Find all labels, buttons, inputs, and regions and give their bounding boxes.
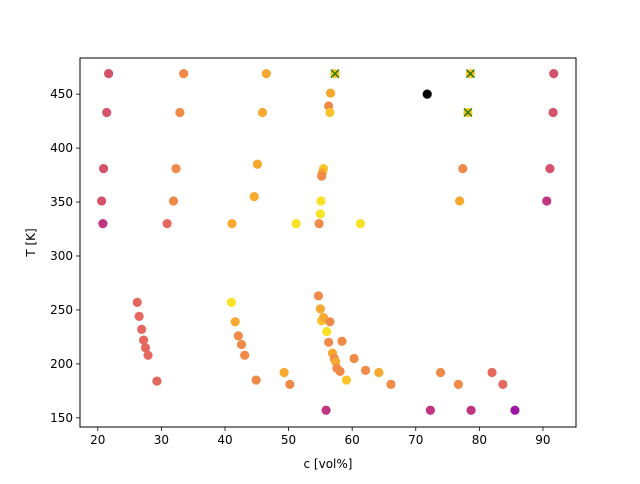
data-point [341,375,352,385]
cross-marker [463,107,473,118]
data-point [168,196,179,206]
data-point [355,219,366,229]
data-point [227,219,237,229]
cross-marker [465,69,476,79]
data-point [510,405,520,415]
data-point [458,163,468,174]
y-axis-label: T [K] [24,228,38,257]
data-point [325,317,335,327]
x-tick-label: 70 [408,433,423,447]
data-point [98,163,109,174]
data-point [498,379,508,389]
data-point [466,405,476,415]
data-point [315,209,325,219]
data-point [285,379,295,389]
x-tick-label: 80 [472,433,487,447]
data-point [138,335,149,345]
data-point [175,107,185,118]
x-tick-label: 30 [154,433,169,447]
data-point [104,69,114,79]
data-point [252,159,263,169]
data-point [314,219,324,229]
y-tick-label: 450 [50,87,73,101]
data-point [349,353,359,364]
y-tick-label: 350 [50,195,73,209]
x-axis-ticks: 20 30 40 50 60 70 80 90 [90,427,551,447]
y-tick-label: 150 [50,411,73,425]
data-point [545,163,555,174]
x-tick-label: 60 [345,433,360,447]
y-tick-label: 400 [50,141,73,155]
data-point [487,367,497,378]
data-point [152,376,162,386]
data-point [315,304,325,314]
data-point [134,311,144,322]
x-tick-label: 40 [217,433,232,447]
data-point [542,196,552,206]
data-point [226,297,236,307]
y-tick-label: 300 [50,249,73,263]
data-point [261,69,271,79]
data-point [360,365,371,375]
data-point [132,297,142,307]
data-point [236,339,247,350]
data-point [422,89,432,99]
data-point [322,326,332,337]
data-point [143,350,153,360]
plot-frame [79,57,577,428]
cross-marker [330,69,340,79]
data-point [179,69,189,79]
data-point [233,331,243,341]
data-point [335,366,345,377]
x-axis-label: c [vol%] [304,457,353,471]
data-point [98,219,108,229]
data-point [97,196,107,206]
data-point [374,367,384,378]
data-points [97,69,559,415]
data-point [249,192,259,202]
x-tick-label: 90 [535,433,550,447]
data-point [455,196,465,206]
data-point [251,375,261,385]
y-tick-label: 250 [50,303,73,317]
data-point [140,343,151,353]
data-point [257,107,268,118]
x-tick-label: 50 [281,433,296,447]
x-tick-label: 20 [90,433,105,447]
data-point [549,69,559,79]
data-point [171,163,181,174]
data-point [325,107,335,118]
data-point [162,219,172,229]
data-point [324,337,334,347]
data-point [386,379,396,389]
data-point [435,367,446,378]
data-point [425,405,435,415]
data-point [317,171,327,181]
data-point [230,317,240,327]
data-point [102,107,112,118]
data-point [313,291,324,301]
data-point [453,379,463,389]
data-point [279,367,289,378]
data-point [137,324,147,334]
data-point [325,88,336,98]
y-tick-label: 200 [50,357,73,371]
data-point [548,107,558,118]
data-point [291,219,301,229]
data-point [316,196,326,206]
data-point [240,350,250,360]
data-point [337,336,347,346]
y-axis-ticks: 150 200 250 300 350 400 450 [50,87,80,425]
data-point [321,405,331,415]
